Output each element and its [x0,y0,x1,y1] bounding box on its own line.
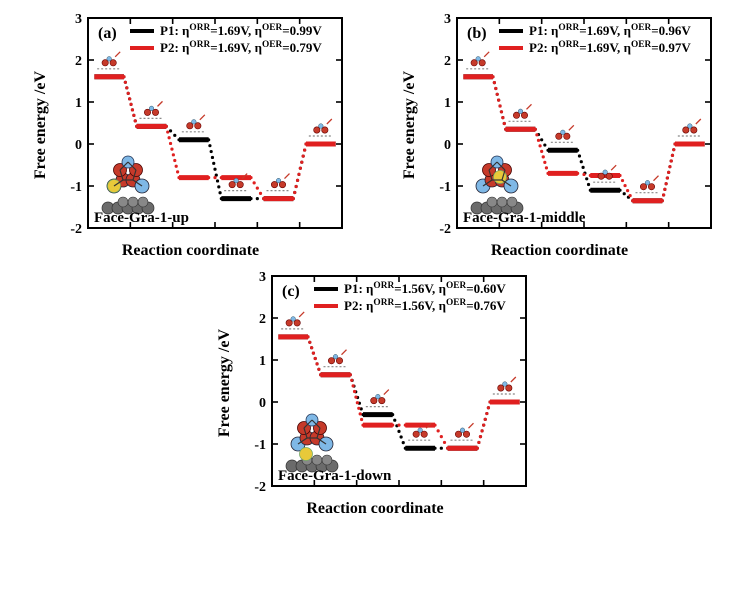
svg-text:-1: -1 [254,438,266,453]
svg-text:-2: -2 [70,222,82,237]
panel-b-chart: -2 -1 0 1 2 3 (b) P1: ηORR=1.69V, ηOER=0.96V P2:… [419,10,719,240]
svg-text:P1: ηORR=1.69V, ηOER=0.96V: P1: ηORR=1.69V, ηOER=0.96V [529,23,691,38]
svg-text:-2: -2 [254,480,266,495]
svg-text:P2: ηORR=1.56V, ηOER=0.76V: P2: ηORR=1.56V, ηOER=0.76V [344,298,506,313]
svg-text:Face-Gra-1-up: Face-Gra-1-up [94,210,189,226]
svg-text:-2: -2 [439,222,451,237]
panel-c-wrap: Free energy /eV -2 -1 0 1 2 3 (c) P1: ηORR=1.56… [216,268,534,518]
svg-text:-1: -1 [70,180,82,195]
xlabel-b: Reaction coordinate [491,242,628,260]
ylabel-c: Free energy /eV [216,329,234,437]
xlabel-a: Reaction coordinate [122,242,259,260]
xlabel-c: Reaction coordinate [306,500,443,518]
svg-text:0: 0 [75,138,82,153]
panel-a-chart: -2 -1 0 1 2 3 (a) P1: ηORR=1.69V, ηOER=0.99V P2:… [50,10,350,240]
svg-text:-1: -1 [439,180,451,195]
svg-text:2: 2 [444,54,451,69]
svg-text:P1: ηORR=1.56V, ηOER=0.60V: P1: ηORR=1.56V, ηOER=0.60V [344,281,506,296]
svg-text:2: 2 [259,312,266,327]
svg-text:P2: ηORR=1.69V, ηOER=0.97V: P2: ηORR=1.69V, ηOER=0.97V [529,40,691,55]
svg-text:0: 0 [444,138,451,153]
svg-text:(c): (c) [282,283,300,300]
svg-text:Face-Gra-1-down: Face-Gra-1-down [278,468,392,484]
svg-text:2: 2 [75,54,82,69]
svg-text:1: 1 [444,96,451,111]
svg-text:3: 3 [259,270,266,285]
svg-text:P1: ηORR=1.69V, ηOER=0.99V: P1: ηORR=1.69V, ηOER=0.99V [160,23,322,38]
svg-text:1: 1 [259,354,266,369]
ylabel-a: Free energy /eV [32,71,50,179]
panel-a-wrap: Free energy /eV -2 -1 0 1 2 3 (a) P1: ηORR=1.69… [32,10,350,260]
svg-text:Face-Gra-1-middle: Face-Gra-1-middle [463,210,586,226]
ylabel-b: Free energy /eV [401,71,419,179]
svg-text:(b): (b) [467,25,487,42]
svg-text:3: 3 [444,12,451,27]
panel-c-chart: -2 -1 0 1 2 3 (c) P1: ηORR=1.56V, ηOER=0.60V P2:… [234,268,534,498]
svg-text:1: 1 [75,96,82,111]
svg-text:(a): (a) [98,25,117,42]
panel-b-wrap: Free energy /eV -2 -1 0 1 2 3 (b) P1: ηORR=1.69… [401,10,719,260]
figure-grid: Free energy /eV -2 -1 0 1 2 3 (a) P1: ηORR=1.69… [10,10,740,518]
svg-text:P2: ηORR=1.69V, ηOER=0.79V: P2: ηORR=1.69V, ηOER=0.79V [160,40,322,55]
svg-text:3: 3 [75,12,82,27]
svg-text:0: 0 [259,396,266,411]
